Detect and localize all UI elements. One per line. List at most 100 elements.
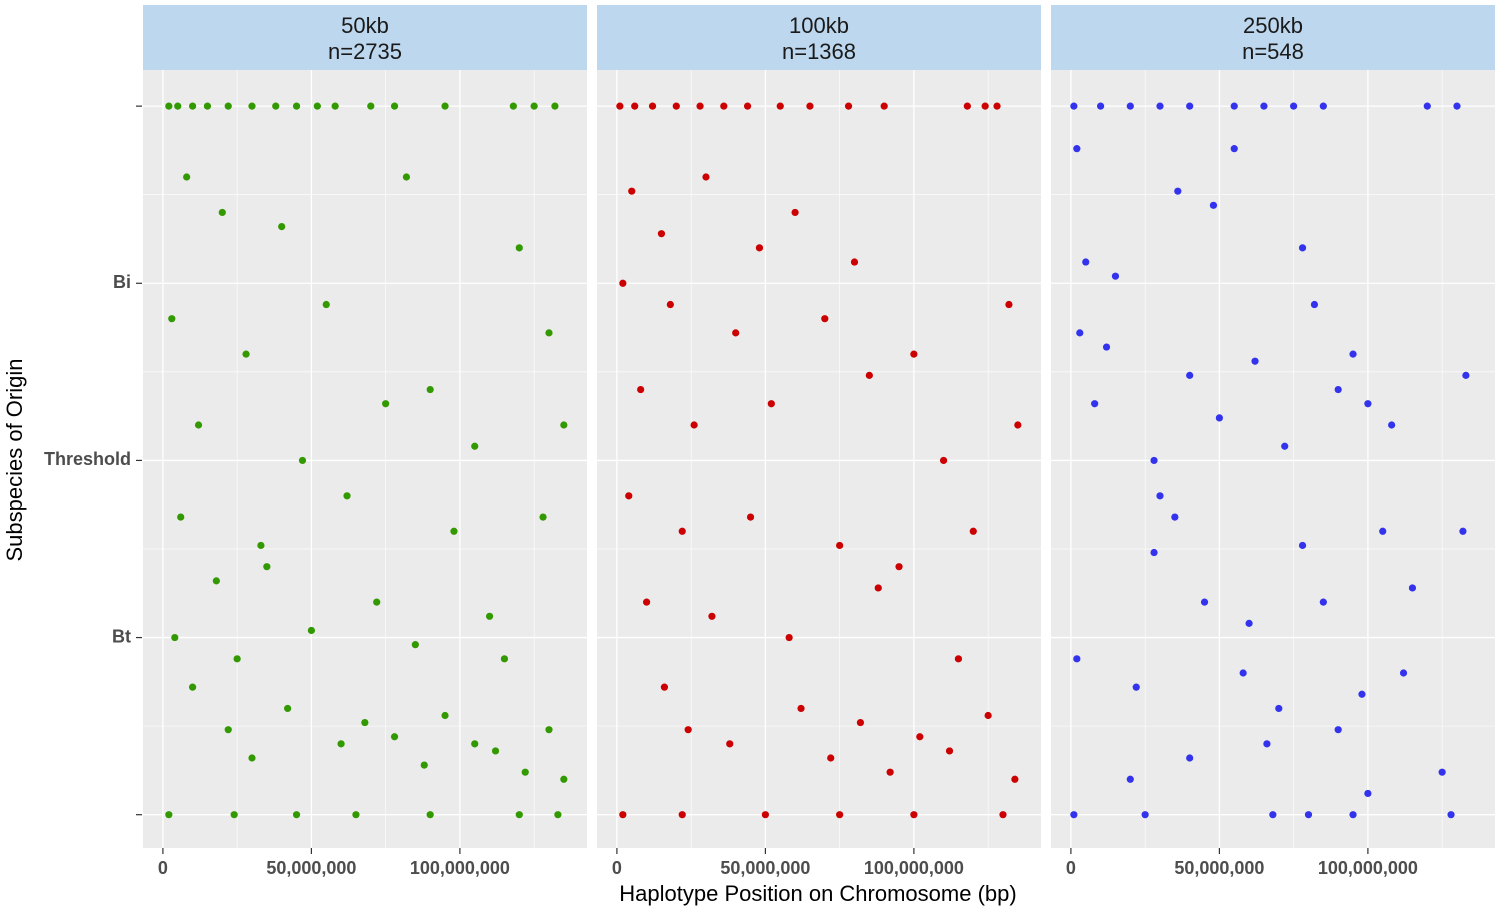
point [1096, 102, 1105, 110]
panel-background [1051, 70, 1495, 848]
point [969, 527, 977, 535]
point [242, 350, 250, 358]
point [1423, 102, 1431, 110]
point [999, 811, 1007, 819]
strip [1051, 5, 1495, 70]
point [984, 711, 992, 720]
point [1126, 775, 1134, 783]
point [292, 811, 301, 819]
point [954, 655, 963, 663]
point [910, 811, 918, 819]
point [865, 371, 873, 379]
point [1438, 768, 1446, 776]
point [1269, 811, 1277, 819]
point [1388, 421, 1396, 429]
point [619, 279, 627, 287]
point [1408, 584, 1417, 592]
panel-subtitle: n=1368 [782, 39, 856, 64]
point [963, 102, 971, 110]
point [625, 492, 633, 500]
point [1111, 272, 1120, 280]
x-tick-label: 100,000,000 [864, 858, 964, 878]
panel-subtitle: n=548 [1242, 39, 1304, 64]
point [1186, 754, 1194, 762]
point [1171, 513, 1179, 521]
point [322, 300, 330, 309]
point [1462, 371, 1470, 379]
point [1174, 187, 1182, 195]
point [1230, 145, 1238, 153]
x-tick-label: 50,000,000 [1174, 858, 1264, 878]
point [551, 102, 559, 110]
panel-background [597, 70, 1041, 848]
x-tick-label: 0 [1066, 858, 1076, 878]
point [850, 258, 859, 266]
x-tick-label: 0 [158, 858, 168, 878]
point [307, 626, 315, 635]
point [203, 102, 212, 110]
point [272, 102, 280, 110]
point [292, 102, 301, 110]
point [420, 761, 428, 769]
panel-title: 250kb [1243, 13, 1303, 38]
point [411, 641, 419, 649]
point [702, 173, 710, 181]
point [521, 768, 529, 776]
point [631, 102, 639, 110]
point [1209, 201, 1218, 209]
point [1070, 102, 1078, 110]
x-tick-label: 100,000,000 [410, 858, 510, 878]
point [165, 102, 173, 110]
point [485, 612, 494, 620]
point [1239, 669, 1247, 677]
point [1334, 726, 1342, 734]
y-tick-label: Bt [112, 626, 131, 646]
point [373, 598, 381, 606]
point [500, 655, 509, 663]
point [177, 513, 185, 521]
point [426, 811, 434, 819]
point [1263, 740, 1271, 748]
point [1126, 102, 1134, 110]
point [188, 683, 197, 691]
point [337, 740, 345, 748]
point [165, 811, 173, 819]
point [1453, 102, 1461, 110]
point [767, 400, 775, 408]
point [690, 421, 698, 429]
point [821, 315, 829, 323]
panel-background [143, 70, 587, 848]
point [298, 456, 307, 465]
point [1447, 811, 1455, 819]
point [1298, 541, 1307, 550]
point [743, 102, 752, 110]
point [390, 733, 399, 741]
point [1319, 598, 1327, 606]
point [257, 541, 265, 550]
point [726, 740, 734, 748]
point [1141, 811, 1149, 819]
point [880, 102, 888, 110]
point [874, 584, 882, 592]
point [895, 563, 903, 571]
point [248, 102, 256, 110]
point [1005, 300, 1013, 309]
point [1260, 102, 1268, 110]
point [168, 315, 176, 323]
point [263, 563, 271, 571]
strip [597, 5, 1041, 70]
point [684, 726, 692, 734]
point [776, 102, 784, 110]
point [1011, 775, 1019, 783]
point [981, 102, 989, 110]
point [720, 102, 728, 110]
point [390, 102, 399, 110]
x-axis-title: Haplotype Position on Chromosome (bp) [619, 881, 1016, 906]
point [628, 187, 636, 195]
point [1290, 102, 1298, 110]
panel-subtitle: n=2735 [328, 39, 402, 64]
point [174, 102, 182, 110]
point [382, 400, 390, 408]
point [1132, 683, 1140, 691]
strip [143, 5, 587, 70]
